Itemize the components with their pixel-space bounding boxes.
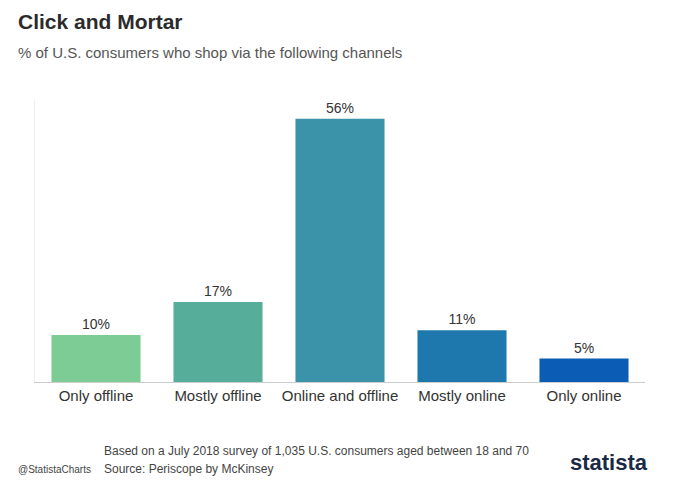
html-text:statista: statista: [570, 450, 647, 475]
html-text:% of U.S. consumers who shop v: % of U.S. consumers who shop via the fol…: [18, 44, 403, 61]
svg-text:Only online: Only online: [546, 387, 621, 404]
html-text:Click and Mortar: Click and Mortar: [18, 10, 183, 33]
svg-text:56%: 56%: [326, 100, 354, 116]
svg-text:Mostly offline: Mostly offline: [174, 387, 261, 404]
svg-text:11%: 11%: [449, 311, 476, 327]
html-text:Source: Periscope by McKinsey: Source: Periscope by McKinsey: [104, 462, 274, 476]
svg-text:Online and offline: Online and offline: [282, 387, 398, 404]
svg-text:Only offline: Only offline: [59, 387, 134, 404]
html-text:@StatistaCharts: @StatistaCharts: [18, 464, 91, 475]
svg-text:5%: 5%: [574, 340, 594, 356]
svg-text:17%: 17%: [204, 283, 232, 299]
html-text:Based on a July 2018 survey of: Based on a July 2018 survey of 1,035 U.S…: [104, 444, 529, 458]
svg-text:10%: 10%: [82, 316, 110, 332]
svg-text:Mostly online: Mostly online: [418, 387, 506, 404]
